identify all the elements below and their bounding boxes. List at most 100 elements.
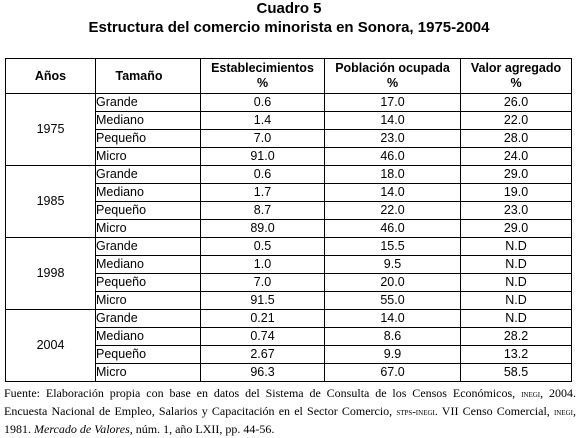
valor-cell: 26.0	[460, 93, 572, 112]
size-cell: Pequeño	[95, 345, 201, 364]
poblacion-cell: 20.0	[324, 273, 461, 292]
valor-cell: 23.0	[460, 201, 572, 220]
establecimientos-cell: 91.0	[200, 147, 325, 166]
header-establecimientos: Establecimientos %	[200, 58, 325, 94]
footnote-text-4: , 1981.	[4, 404, 577, 436]
table-body: 1975 Grande 0.6 17.0 26.0 Mediano 1.4 14.0 22.0 P…	[5, 93, 572, 382]
size-cell: Micro	[95, 219, 201, 238]
valor-cell: N.D	[460, 273, 572, 292]
footnote-text-3: . VII Censo Comercial,	[434, 404, 554, 418]
poblacion-cell: 46.0	[324, 219, 461, 238]
poblacion-cell: 46.0	[324, 147, 461, 166]
table-row: Micro 91.0 46.0 24.0	[6, 147, 572, 166]
footnote-stps: stps-inegi	[396, 407, 435, 418]
table-row: Micro 91.5 55.0 N.D	[6, 291, 572, 310]
establecimientos-cell: 91.5	[200, 291, 325, 310]
establecimientos-cell: 1.4	[200, 111, 325, 130]
size-cell: Grande	[95, 237, 201, 256]
header-valor-unit: %	[510, 76, 522, 90]
poblacion-cell: 55.0	[324, 291, 461, 310]
establecimientos-cell: 0.6	[200, 165, 325, 184]
size-cell: Pequeño	[95, 273, 201, 292]
header-establecimientos-label: Establecimientos	[211, 61, 314, 75]
size-cell: Mediano	[95, 111, 201, 130]
size-cell: Micro	[95, 363, 201, 382]
table-row: Pequeño 8.7 22.0 23.0	[6, 201, 572, 220]
table-subtitle: Estructura del comercio minorista en Son…	[88, 19, 490, 36]
table-row: 1998 Grande 0.5 15.5 N.D	[5, 237, 572, 310]
poblacion-cell: 18.0	[324, 165, 461, 184]
poblacion-cell: 17.0	[324, 93, 461, 112]
establecimientos-cell: 96.3	[200, 363, 325, 382]
year-cell: 1998	[5, 237, 96, 310]
footnote-text-2: , 2004. Encuesta Nacional de Empleo, Sal…	[4, 386, 577, 418]
size-cell: Pequeño	[95, 201, 201, 220]
poblacion-cell: 22.0	[324, 201, 461, 220]
header-tamano: Tamaño	[95, 58, 201, 94]
table-row: Mediano 1.0 9.5 N.D	[6, 255, 572, 274]
table-row: 1975 Grande 0.6 17.0 26.0	[5, 93, 572, 166]
header-poblacion-unit: %	[386, 76, 399, 90]
establecimientos-cell: 0.5	[200, 237, 325, 256]
valor-cell: 28.2	[460, 327, 572, 346]
size-cell: Mediano	[95, 183, 201, 202]
header-establecimientos-unit: %	[256, 76, 269, 90]
size-cell: Pequeño	[95, 129, 201, 148]
valor-cell: 28.0	[460, 129, 572, 148]
valor-cell: 22.0	[460, 111, 572, 130]
establecimientos-cell: 0.74	[200, 327, 325, 346]
poblacion-cell: 14.0	[324, 309, 461, 328]
valor-cell: 58.5	[460, 363, 572, 382]
header-poblacion: Población ocupada %	[324, 58, 461, 94]
establecimientos-cell: 89.0	[200, 219, 325, 238]
year-cell: 1985	[5, 165, 96, 238]
establecimientos-cell: 0.21	[200, 309, 325, 328]
establecimientos-cell: 1.7	[200, 183, 325, 202]
establecimientos-cell: 2.67	[200, 345, 325, 364]
table-row: Mediano 0.74 8.6 28.2	[6, 327, 572, 346]
size-cell: Mediano	[95, 255, 201, 274]
valor-cell: 24.0	[460, 147, 572, 166]
poblacion-cell: 14.0	[324, 183, 461, 202]
table-row: 2004 Grande 0.21 14.0 N.D	[5, 309, 572, 382]
footnote-inegi-1: inegi	[521, 389, 541, 400]
poblacion-cell: 14.0	[324, 111, 461, 130]
table-header-row: Años Tamaño Establecimientos % Población…	[5, 58, 572, 94]
valor-cell: N.D	[460, 237, 572, 256]
poblacion-cell: 8.6	[324, 327, 461, 346]
size-cell: Micro	[95, 147, 201, 166]
header-valor-label: Valor agregado	[470, 61, 562, 75]
year-cell: 1975	[5, 93, 96, 166]
establecimientos-cell: 8.7	[200, 201, 325, 220]
establecimientos-cell: 7.0	[200, 273, 325, 292]
valor-cell: 19.0	[460, 183, 572, 202]
establecimientos-cell: 1.0	[200, 255, 325, 274]
size-cell: Mediano	[95, 327, 201, 346]
valor-cell: N.D	[460, 291, 572, 310]
valor-cell: N.D	[460, 255, 572, 274]
size-cell: Grande	[95, 93, 201, 112]
header-poblacion-label: Población ocupada	[335, 61, 450, 75]
footnote-journal: Mercado de Valores,	[34, 422, 133, 436]
poblacion-cell: 23.0	[324, 129, 461, 148]
table-row: Mediano 1.7 14.0 19.0	[6, 183, 572, 202]
footnote-text-1: Fuente: Elaboración propia con base en d…	[4, 386, 522, 400]
valor-cell: 29.0	[460, 165, 572, 184]
header-valor: Valor agregado %	[460, 58, 572, 94]
establecimientos-cell: 7.0	[200, 129, 325, 148]
valor-cell: 29.0	[460, 219, 572, 238]
establecimientos-cell: 0.6	[200, 93, 325, 112]
retail-structure-table: Años Tamaño Establecimientos % Población…	[5, 58, 572, 382]
poblacion-cell: 67.0	[324, 363, 461, 382]
header-anios: Años	[5, 58, 96, 94]
size-cell: Grande	[95, 309, 201, 328]
table-row: Micro 89.0 46.0 29.0	[6, 219, 572, 238]
footnote-text-5: núm. 1, año LXII, pp. 44-56.	[132, 422, 275, 436]
footnote-inegi-2: inegi	[553, 407, 574, 418]
table-row: Micro 96.3 67.0 58.5	[6, 363, 572, 382]
source-footnote: Fuente: Elaboración propia con base en d…	[4, 385, 576, 438]
poblacion-cell: 9.5	[324, 255, 461, 274]
valor-cell: 13.2	[460, 345, 572, 364]
table-row: 1985 Grande 0.6 18.0 29.0	[5, 165, 572, 238]
table-title: Cuadro 5	[256, 0, 322, 17]
